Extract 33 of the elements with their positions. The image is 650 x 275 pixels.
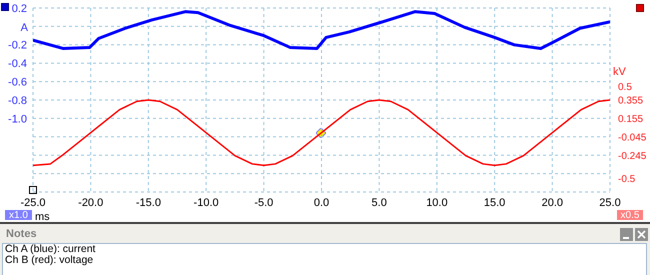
y2-tick-label: -0.5 bbox=[618, 174, 636, 186]
text: x0.5 bbox=[617, 210, 643, 221]
y2-tick-label: 0.5 bbox=[618, 82, 632, 94]
x-tick-label: -25.0 bbox=[20, 196, 46, 209]
x-tick-label: 15.0 bbox=[484, 196, 506, 209]
y2-tick-label: -0.245 bbox=[618, 150, 647, 162]
text: x1.0 bbox=[5, 210, 32, 221]
x-tick-label: -5.0 bbox=[254, 196, 274, 209]
text: Ch B (red): voltage bbox=[4, 254, 94, 266]
x-tick-label: -15.0 bbox=[136, 196, 161, 209]
y-tick-label: -0.8 bbox=[8, 94, 27, 107]
x-tick-label: 25.0 bbox=[599, 196, 621, 209]
y-tick-label: -0.6 bbox=[8, 76, 27, 89]
line-series bbox=[33, 99, 610, 166]
y2-tick-label: 0.155 bbox=[618, 114, 644, 125]
y-tick-label: -0.2 bbox=[8, 40, 27, 52]
x-tick-label: 5.0 bbox=[372, 196, 387, 209]
x-tick-label: 20.0 bbox=[542, 196, 564, 209]
y2-tick-label: -0.045 bbox=[618, 132, 647, 144]
y2-tick-label: 0.355 bbox=[618, 96, 644, 107]
y-tick-label: 0.2 bbox=[12, 2, 27, 15]
y2-axis-title: kV bbox=[613, 66, 626, 78]
line-series bbox=[33, 10, 610, 50]
y-tick-label: -0.4 bbox=[8, 58, 27, 70]
x-tick-label: 10.0 bbox=[426, 196, 448, 209]
x-tick-label: -20.0 bbox=[78, 196, 104, 209]
x-axis-title: ms bbox=[35, 211, 50, 223]
x-tick-label: 0.0 bbox=[314, 196, 330, 209]
text: Notes bbox=[6, 228, 37, 240]
y-axis-title: A bbox=[20, 22, 29, 34]
y-tick-label: -1.0 bbox=[8, 113, 27, 126]
x-tick-label: -10.0 bbox=[194, 196, 219, 209]
text: Ch A (blue): current bbox=[4, 243, 96, 255]
